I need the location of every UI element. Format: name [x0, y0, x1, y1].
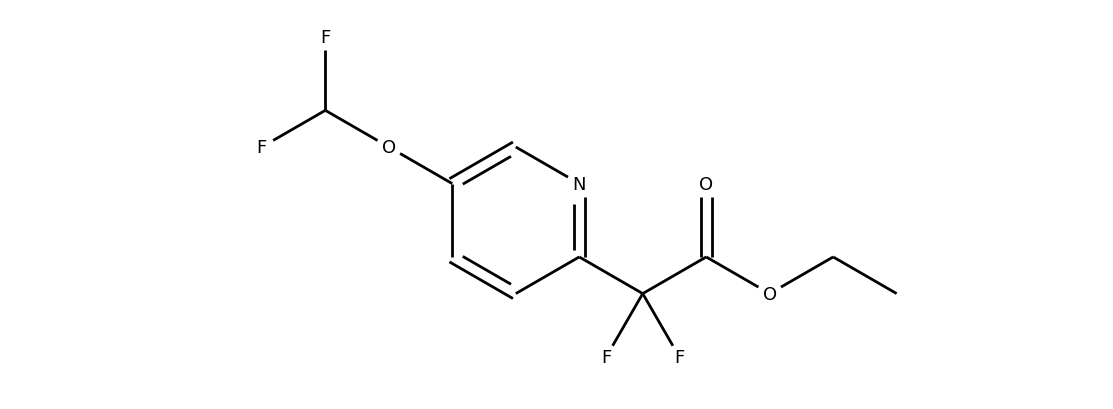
Text: F: F: [674, 348, 684, 366]
Text: F: F: [601, 348, 611, 366]
Text: O: O: [762, 285, 777, 303]
Text: O: O: [382, 139, 396, 157]
Text: F: F: [257, 139, 267, 157]
Text: O: O: [699, 175, 713, 193]
Text: N: N: [572, 175, 587, 193]
Text: F: F: [321, 29, 331, 47]
